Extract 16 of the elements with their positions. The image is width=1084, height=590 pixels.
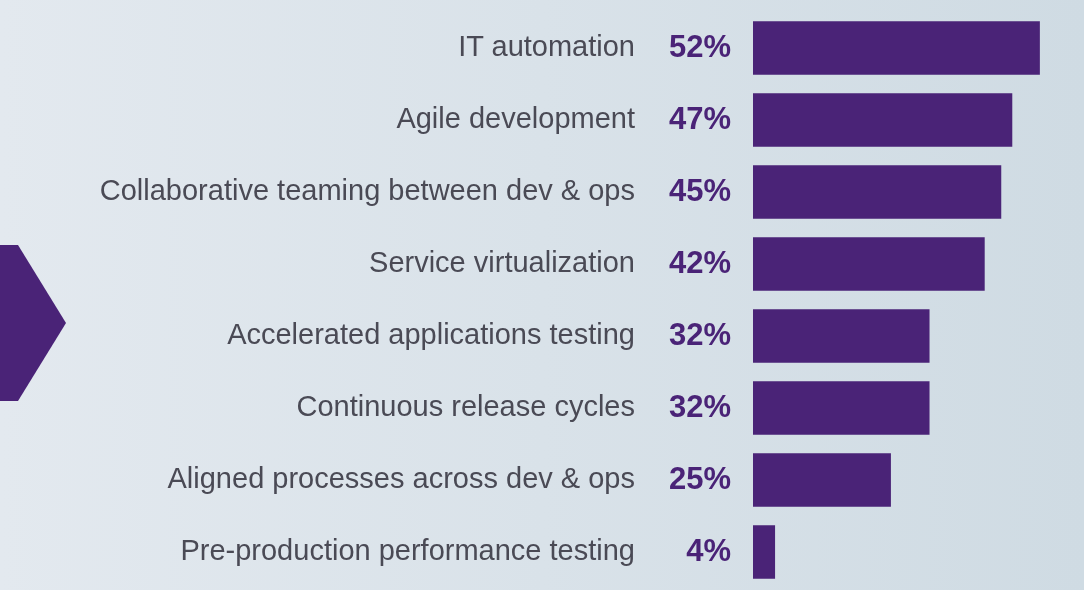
data-label: 45% (668, 172, 731, 208)
y-tick-label: Continuous release cycles (296, 390, 635, 422)
data-label: 42% (668, 244, 731, 280)
y-tick-label: IT automation (458, 30, 635, 62)
data-label: 52% (668, 28, 731, 64)
data-label: 32% (668, 388, 731, 424)
y-tick-label: Accelerated applications testing (227, 318, 635, 350)
data-label: 4% (686, 532, 731, 568)
y-tick-label: Agile development (396, 102, 635, 134)
y-tick-label: Service virtualization (369, 246, 635, 278)
y-tick-label: Aligned processes across dev & ops (167, 462, 635, 494)
data-label: 25% (668, 460, 731, 496)
data-label: 32% (668, 316, 731, 352)
y-tick-label: Collaborative teaming between dev & ops (99, 174, 635, 206)
y-tick-label: Pre-production performance testing (180, 534, 635, 566)
data-label: 47% (668, 100, 731, 136)
